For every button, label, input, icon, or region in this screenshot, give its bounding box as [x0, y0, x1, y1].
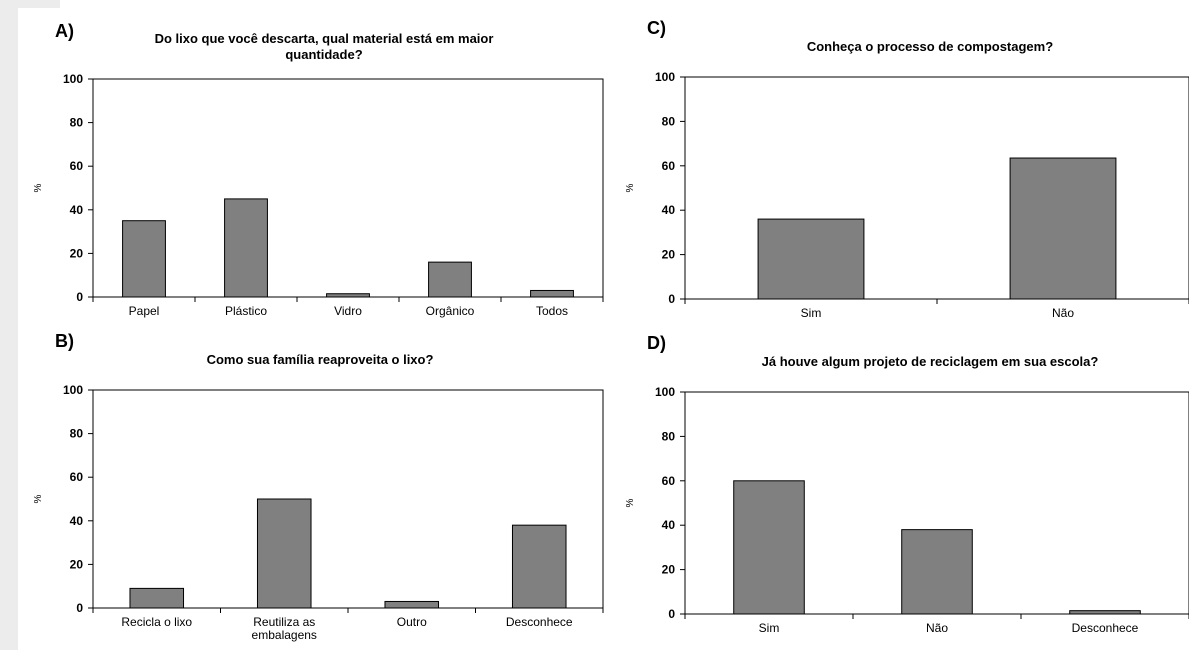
y-tick-label: 40: [70, 514, 84, 528]
category-label: Sim: [801, 306, 822, 320]
y-tick-label: 40: [662, 203, 676, 217]
y-tick-label: 0: [668, 607, 675, 621]
y-tick-label: 40: [70, 203, 84, 217]
y-tick-label: 80: [662, 429, 676, 443]
bar: [757, 218, 865, 300]
y-tick-label: 60: [70, 470, 84, 484]
bar: [129, 587, 185, 609]
category-label: embalagens: [252, 628, 317, 642]
y-tick-label: 100: [63, 383, 83, 397]
y-tick-label: 100: [655, 70, 675, 84]
bar: [428, 261, 472, 298]
y-tick-label: 20: [70, 246, 84, 260]
y-axis-label: %: [625, 183, 636, 192]
y-tick-label: 60: [70, 159, 84, 173]
chart-title-line: Conheça o processo de compostagem?: [807, 39, 1053, 54]
left-background-strip: [0, 0, 18, 650]
y-axis-label: %: [625, 498, 636, 507]
chart-title-line: Como sua família reaproveita o lixo?: [207, 352, 434, 367]
category-label: Recicla o lixo: [121, 615, 192, 629]
bar: [256, 498, 312, 609]
chart-c: C) Conheça o processo de compostagem?% 0 20…: [625, 18, 1189, 320]
chart-title-line: Já houve algum projeto de reciclagem em …: [762, 354, 1099, 369]
category-label: Não: [926, 621, 948, 635]
bar: [326, 293, 370, 298]
panel-letter: D): [647, 333, 666, 353]
category-label: Outro: [397, 615, 427, 629]
y-tick-label: 60: [662, 474, 676, 488]
category-label: Orgânico: [426, 304, 475, 318]
bar: [122, 220, 166, 298]
category-label: Vidro: [334, 304, 362, 318]
category-label: Desconhece: [1072, 621, 1139, 635]
y-tick-label: 0: [668, 292, 675, 306]
top-background-strip: [0, 0, 60, 8]
bar: [530, 289, 574, 298]
chart-b: B) Como sua família reaproveita o lixo?% 0…: [33, 331, 604, 642]
category-label: Plástico: [225, 304, 267, 318]
y-tick-label: 20: [662, 248, 676, 262]
y-tick-label: 80: [70, 116, 84, 130]
category-label: Todos: [536, 304, 568, 318]
y-tick-label: 0: [76, 601, 83, 615]
bar: [224, 198, 268, 298]
y-tick-label: 100: [63, 72, 83, 86]
bar: [901, 529, 973, 615]
y-axis-label: %: [33, 183, 44, 192]
panel-letter: B): [55, 331, 74, 351]
category-label: Sim: [759, 621, 780, 635]
y-tick-label: 80: [70, 427, 84, 441]
y-axis-label: %: [33, 494, 44, 503]
chart-a: A) Do lixo que você descarta, qual materi…: [33, 21, 604, 318]
panel-letter: C): [647, 18, 666, 38]
y-tick-label: 100: [655, 385, 675, 399]
bar: [1069, 610, 1141, 615]
bar: [384, 600, 440, 609]
y-tick-label: 20: [662, 563, 676, 577]
category-label: Reutiliza as: [253, 615, 315, 629]
bar: [511, 524, 567, 609]
chart-title-line: Do lixo que você descarta, qual material…: [155, 31, 494, 46]
category-label: Não: [1052, 306, 1074, 320]
panel-letter: A): [55, 21, 74, 41]
bar: [733, 480, 805, 615]
y-tick-label: 0: [76, 290, 83, 304]
y-tick-label: 40: [662, 518, 676, 532]
bar: [1009, 157, 1117, 300]
y-tick-label: 80: [662, 114, 676, 128]
y-tick-label: 20: [70, 557, 84, 571]
y-tick-label: 60: [662, 159, 676, 173]
chart-title-line: quantidade?: [285, 47, 362, 62]
category-label: Papel: [129, 304, 160, 318]
category-label: Desconhece: [506, 615, 573, 629]
